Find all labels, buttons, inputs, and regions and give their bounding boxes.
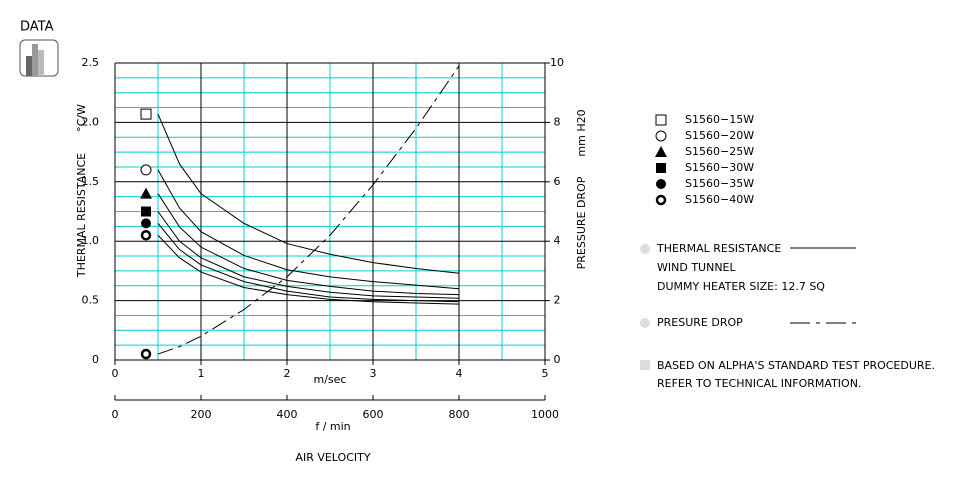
logo-bar <box>38 50 44 76</box>
y-unit: °C/W <box>75 104 88 132</box>
legend-label: S1560−15W <box>685 113 754 126</box>
series-line <box>157 193 460 296</box>
legend-label: S1560−30W <box>685 161 754 174</box>
y2-tick-label: 4 <box>554 234 561 247</box>
marker <box>140 348 152 360</box>
marker <box>140 108 152 120</box>
x-tick-label: 0 <box>112 367 119 380</box>
y2-tick-label: 6 <box>554 175 561 188</box>
series-line <box>157 65 460 355</box>
y-label: THERMAL RESISTANCE <box>75 153 88 278</box>
bullet <box>640 360 650 370</box>
legend-marker <box>655 130 667 142</box>
x2-tick-label: 800 <box>449 408 470 421</box>
legend-label: S1560−25W <box>685 145 754 158</box>
series-line <box>157 234 460 305</box>
marker <box>140 187 152 199</box>
y-tick-label: 1.0 <box>82 234 100 247</box>
marker <box>140 230 152 241</box>
marker <box>141 218 151 229</box>
note: DUMMY HEATER SIZE: 12.7 SQ <box>657 280 825 293</box>
x2-tick-label: 600 <box>363 408 384 421</box>
y2-unit: mm H20 <box>575 109 588 156</box>
legend-label: S1560−40W <box>685 193 754 206</box>
legend-marker <box>656 179 666 189</box>
x-tick-label: 2 <box>284 367 291 380</box>
legend-marker <box>655 194 667 206</box>
x2-label: f / min <box>315 420 350 433</box>
logo-bar <box>26 56 32 76</box>
logo-bar <box>32 44 38 76</box>
legend-label: S1560−35W <box>685 177 754 190</box>
logo: DATA <box>19 20 59 77</box>
logo-text: DATA <box>20 20 54 35</box>
y-tick-label: 2.0 <box>82 115 100 128</box>
y2-tick-label: 8 <box>554 115 561 128</box>
y2-label: PRESSURE DROP <box>575 176 588 269</box>
series-line <box>157 223 460 303</box>
marker <box>140 164 152 176</box>
x-label: m/sec <box>314 373 347 386</box>
x-title: AIR VELOCITY <box>295 451 370 464</box>
bullet <box>640 244 650 254</box>
y-tick-label: 0 <box>92 353 99 366</box>
note: WIND TUNNEL <box>657 261 736 274</box>
legend-marker <box>656 163 666 173</box>
x2-tick-label: 200 <box>191 408 212 421</box>
series-line <box>157 113 460 274</box>
x-tick-label: 3 <box>370 367 377 380</box>
legend-marker <box>655 146 667 157</box>
y2-tick-label: 0 <box>554 353 561 366</box>
y-tick-label: 0.5 <box>82 294 100 307</box>
y-tick-label: 1.5 <box>82 175 100 188</box>
legend-marker <box>655 114 667 126</box>
legend-label: S1560−20W <box>685 129 754 142</box>
series-line <box>157 169 460 290</box>
footnote: REFER TO TECHNICAL INFORMATION. <box>657 377 861 390</box>
y2-tick-label: 2 <box>554 294 561 307</box>
y2-tick-label: 10 <box>550 56 564 69</box>
note: THERMAL RESISTANCE <box>656 242 781 255</box>
y-tick-label: 2.5 <box>82 56 100 69</box>
legend-label: PRESURE DROP <box>657 316 743 329</box>
series-line <box>157 211 460 299</box>
x2-tick-label: 0 <box>112 408 119 421</box>
x2-tick-label: 400 <box>277 408 298 421</box>
bullet <box>640 318 650 328</box>
x-tick-label: 4 <box>456 367 463 380</box>
x-tick-label: 5 <box>542 367 549 380</box>
footnote: BASED ON ALPHA'S STANDARD TEST PROCEDURE… <box>657 359 935 372</box>
x-tick-label: 1 <box>198 367 205 380</box>
marker <box>141 206 151 217</box>
x2-tick-label: 1000 <box>531 408 559 421</box>
